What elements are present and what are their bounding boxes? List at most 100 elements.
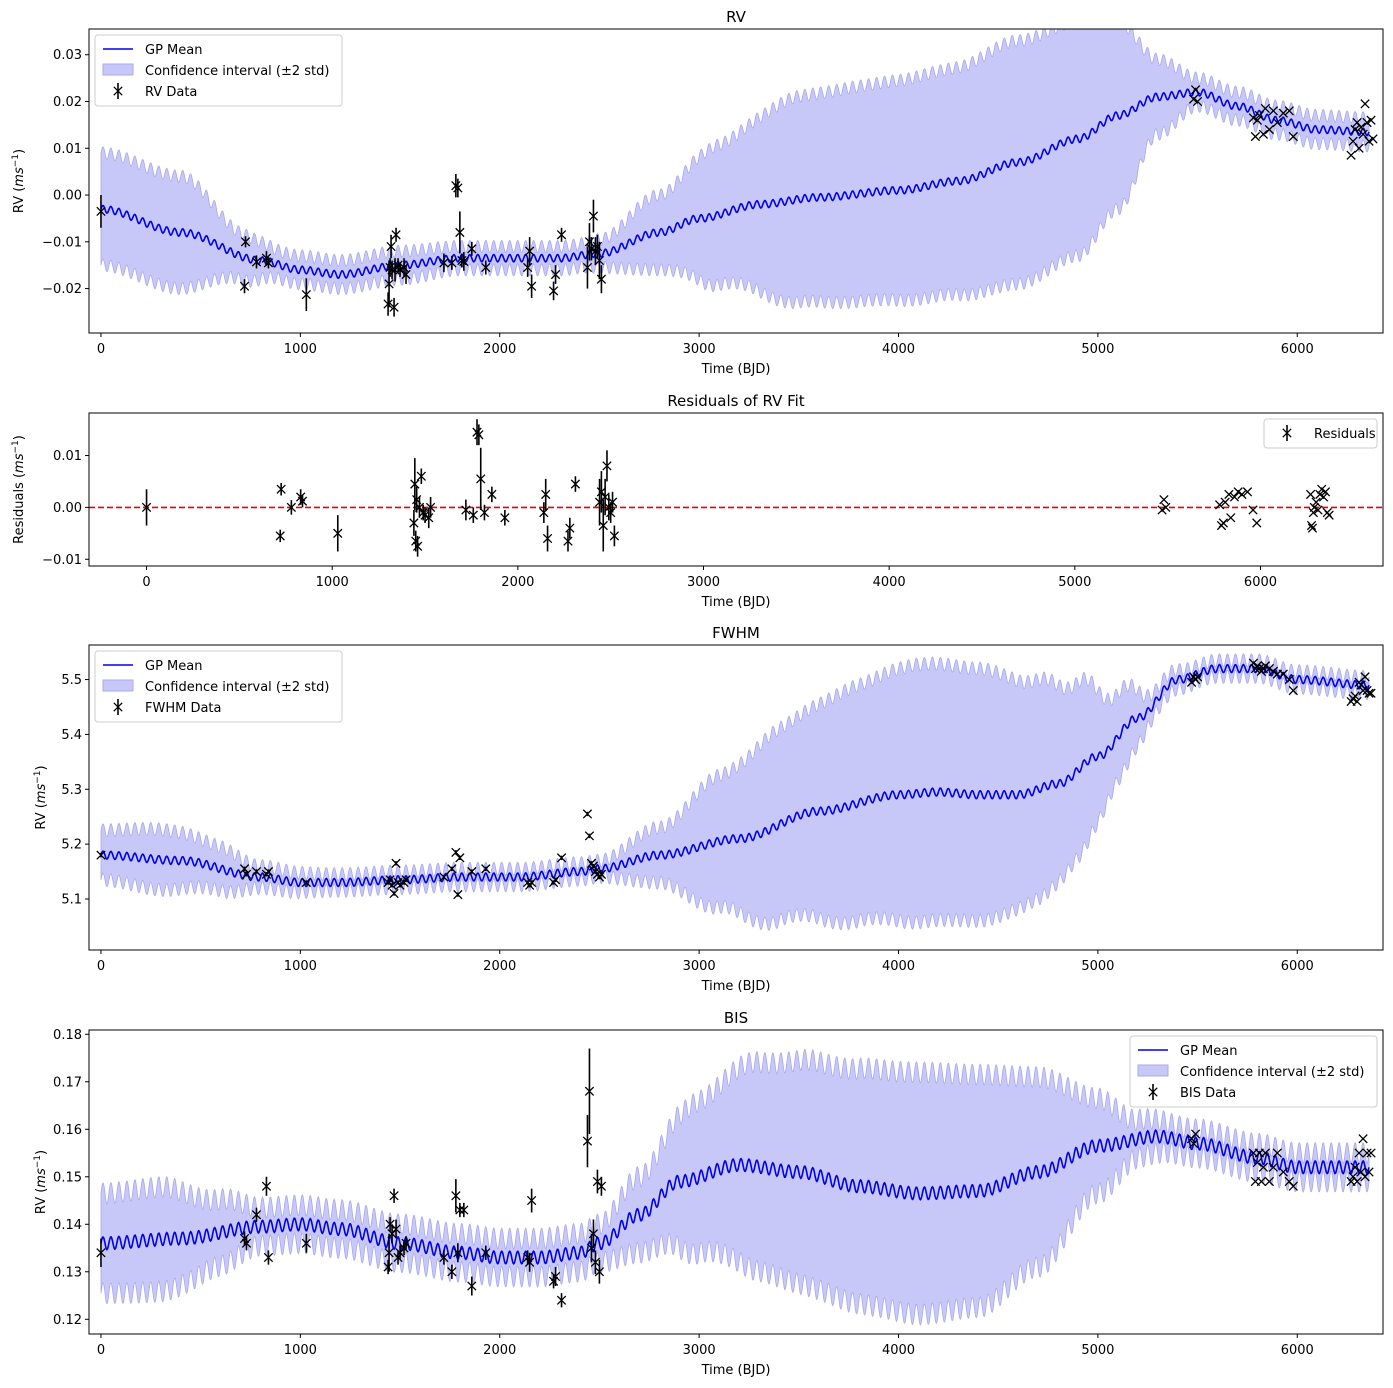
y-tick-label: −0.01 [42,553,82,568]
data-point [297,496,308,506]
data-point [389,1191,399,1201]
data-point [391,1224,401,1234]
y-tick-label: 5.5 [61,673,82,688]
data-point [1366,688,1376,698]
data-point [459,256,469,267]
data-point [241,869,252,879]
data-point [399,262,409,273]
y-axis-label-close: ) [34,1150,49,1155]
data-point [476,474,486,484]
data-point [96,1248,106,1258]
data-point [1258,1162,1269,1172]
data-point [1350,1162,1360,1172]
data-point [301,877,311,888]
data-point [455,1205,465,1215]
data-point [1366,115,1376,125]
y-axis-label-base: Residuals ( [12,473,27,544]
y-axis-label-close: ) [12,149,27,154]
data-point [459,1205,469,1215]
y-tick-label: 0.03 [53,48,82,63]
data-point [301,289,311,300]
chart-panel-4: 0 1000 2000 3000 4000 5000 6000 0.12 0.13 0.14 0.1… [33,1009,1384,1378]
chart-title: Residuals of RV Fit [667,392,804,410]
data-point [467,1281,477,1291]
data-point [1256,1176,1267,1187]
data-point [1352,696,1362,707]
data-point [1258,129,1269,139]
y-tick-label: 0.13 [53,1265,82,1280]
legend: GP Mean Confidence interval (±2 std) RV Da… [94,34,343,107]
x-tick-label: 1000 [284,1343,317,1358]
data-point [584,1086,595,1096]
data-point [447,258,457,268]
data-point [588,211,599,221]
data-point [1161,502,1171,513]
data-point [479,507,490,518]
data-point [263,866,274,877]
y-axis-label-exponent: −1 [11,154,21,167]
panels: 0 1000 2000 3000 4000 5000 6000−0.02−0.010.000… [11,8,1384,1378]
data-point [447,864,457,874]
data-point [1288,131,1298,142]
data-point [1306,520,1317,531]
x-tick-label: 5000 [1081,959,1114,974]
data-points [96,658,1376,900]
data-point [1264,663,1275,674]
chart-title: RV [726,8,747,26]
data-point [410,479,420,489]
data-point [596,1181,607,1191]
data-point [1218,518,1228,528]
data-point [588,1229,599,1239]
data-point [1364,688,1374,698]
data-point [548,1276,559,1286]
data-point [1364,1167,1374,1177]
data-point [1358,685,1368,696]
data-point [1311,497,1321,507]
data-point [425,502,436,513]
data-point [598,520,608,531]
x-tick-label: 0 [97,959,105,974]
data-point [539,507,549,518]
x-tick-label: 0 [97,342,105,357]
x-tick-label: 6000 [1281,1343,1314,1358]
x-tick-label: 1000 [284,959,317,974]
data-point [1252,1157,1263,1168]
data-point [1226,513,1236,523]
x-tick-label: 3000 [683,342,716,357]
chart-panel-1: 0 1000 2000 3000 4000 5000 6000 −0.02 −0.01 0.00 0… [11,8,1384,377]
x-axis-label: Time (BJD) [701,362,771,377]
data-point [451,1191,461,1201]
data-point [606,507,616,518]
x-tick-label: 4000 [882,1343,915,1358]
x-tick-label: 3000 [683,959,716,974]
data-point [1192,672,1203,682]
data-point [453,1248,463,1258]
data-point [1264,124,1275,135]
x-tick-label: 2000 [483,1343,516,1358]
data-point [439,872,449,882]
data-point [1248,505,1258,515]
legend-entry-data: FWHM Data [145,701,222,716]
data-point [251,257,262,267]
data-point [1358,1134,1368,1144]
data-point [1237,489,1247,500]
y-tick-label: 5.1 [61,892,82,907]
data-point [1288,685,1298,696]
data-point [590,246,601,256]
axes-frame [88,644,1384,951]
y-tick-label: 5.4 [61,728,82,743]
data-point [467,866,477,877]
x-tick-label: 5000 [1058,575,1091,590]
y-axis-label-exponent: −1 [11,440,21,453]
data-point [1278,108,1288,118]
y-axis-label: RV (ms−1) [33,1150,49,1214]
data-point [96,206,106,217]
data-point [604,502,614,513]
data-point [401,269,411,280]
chart-title: FWHM [712,624,760,642]
data-point [286,502,297,513]
data-point [481,1248,491,1258]
x-tick-label: 2000 [483,959,516,974]
data-point [1318,492,1329,502]
data-point [240,237,251,247]
